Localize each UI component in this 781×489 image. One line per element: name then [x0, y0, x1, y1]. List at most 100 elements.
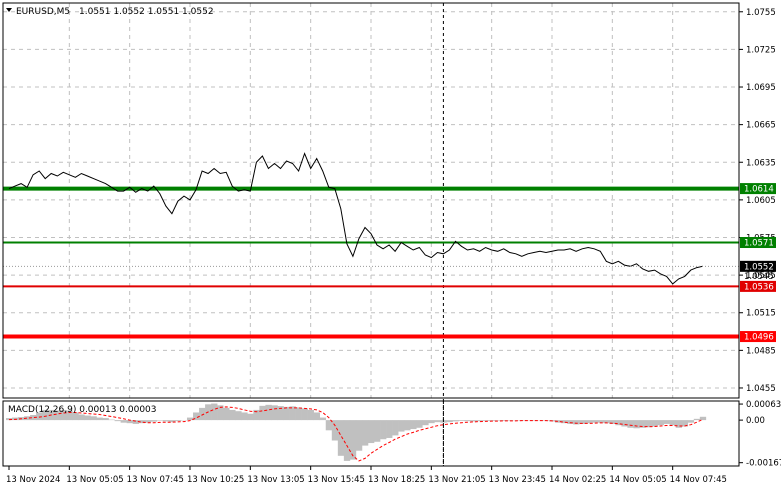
- macd-histogram-bar: [645, 420, 652, 428]
- macd-histogram-bar: [567, 420, 574, 424]
- level-label: 1.0571: [744, 239, 774, 249]
- macd-histogram-bar: [669, 420, 676, 426]
- macd-histogram-bar: [367, 420, 375, 444]
- macd-histogram-bar: [319, 417, 327, 421]
- macd-histogram-bar: [374, 420, 381, 442]
- macd-histogram-bar: [693, 418, 701, 421]
- symbol-header: EURUSD,M5: [16, 7, 70, 17]
- macd-histogram: [5, 403, 707, 461]
- macd-histogram-bar: [247, 413, 254, 421]
- macd-header: MACD(12,26,9) 0.00013 0.00003: [8, 405, 157, 415]
- macd-histogram-bar: [331, 420, 339, 441]
- macd-histogram-bar: [132, 420, 140, 424]
- time-tick-label: 13 Nov 23:45: [489, 475, 546, 485]
- macd-histogram-bar: [458, 420, 465, 421]
- level-label: 1.0496: [744, 333, 774, 343]
- macd-histogram-bar: [253, 409, 260, 421]
- macd-histogram-bar: [108, 419, 115, 421]
- macd-histogram-bar: [90, 416, 97, 421]
- price-tick-label: 1.0605: [746, 196, 776, 206]
- macd-histogram-bar: [488, 420, 495, 421]
- macd-histogram-bar: [603, 420, 610, 424]
- macd-histogram-bar: [452, 420, 459, 422]
- macd-panel[interactable]: MACD(12,26,9) 0.00013 0.00003: [2, 400, 740, 467]
- macd-histogram-bar: [470, 420, 477, 422]
- macd-histogram-bar: [621, 420, 628, 427]
- macd-histogram-bar: [144, 420, 152, 423]
- time-tick-label: 13 Nov 18:25: [368, 475, 425, 485]
- time-tick-label: 13 Nov 21:05: [428, 475, 485, 485]
- macd-histogram-bar: [211, 403, 218, 421]
- macd-histogram-bar: [627, 420, 634, 428]
- macd-histogram-bar: [96, 417, 103, 421]
- macd-histogram-bar: [392, 420, 399, 436]
- macd-histogram-bar: [241, 412, 248, 421]
- macd-histogram-bar: [84, 415, 91, 421]
- macd-histogram-bar: [174, 420, 182, 422]
- macd-histogram-bar: [60, 409, 67, 421]
- secondary-price-label: 1.0545: [744, 272, 774, 282]
- price-tick-label: 1.0635: [746, 158, 776, 168]
- macd-histogram-bar: [114, 420, 121, 422]
- macd-histogram-bar: [681, 420, 689, 427]
- current-price-label: 1.0552: [744, 262, 774, 272]
- macd-histogram-bar: [313, 412, 321, 421]
- macd-histogram-bar: [404, 420, 411, 431]
- macd-histogram-bar: [301, 408, 308, 421]
- macd-tick-label: 0.00063: [746, 400, 781, 410]
- level-label-box: [740, 331, 776, 343]
- price-tick-label: 1.0755: [746, 8, 776, 18]
- ohlc-header: 1.0551 1.0552 1.0551 1.0552: [79, 7, 214, 17]
- level-label: 1.0614: [744, 185, 774, 195]
- macd-histogram-bar: [223, 407, 230, 421]
- macd-histogram-bar: [162, 420, 170, 422]
- macd-histogram-bar: [500, 420, 508, 421]
- time-tick-label: 13 Nov 13:05: [247, 475, 304, 485]
- price-tick-label: 1.0725: [746, 45, 776, 55]
- macd-signal-line: [8, 406, 704, 462]
- time-tick-label: 13 Nov 15:45: [308, 475, 365, 485]
- time-tick-label: 14 Nov 02:25: [549, 475, 606, 485]
- macd-histogram-bar: [663, 420, 670, 424]
- macd-histogram-bar: [277, 406, 284, 421]
- macd-histogram-bar: [464, 420, 471, 422]
- time-axis: 13 Nov 2024 13 Nov 05:05 13 Nov 07:45 13 No…: [6, 466, 727, 485]
- macd-histogram-bar: [422, 420, 429, 426]
- macd-histogram-bar: [494, 420, 502, 421]
- time-tick-label: 13 Nov 07:45: [127, 475, 184, 485]
- price-tick-label: 1.0455: [746, 384, 776, 394]
- time-tick-label: 13 Nov 2024: [6, 475, 60, 485]
- macd-histogram-bar: [476, 420, 483, 422]
- current-price-marker: 1.0552 1.0545: [740, 260, 776, 282]
- macd-histogram-bar: [42, 409, 49, 421]
- macd-histogram-bar: [615, 420, 622, 426]
- macd-histogram-bar: [289, 406, 296, 421]
- macd-histogram-bar: [434, 420, 441, 423]
- macd-histogram-bar: [398, 420, 405, 432]
- macd-histogram-bar: [609, 420, 616, 424]
- macd-signal-polyline: [8, 406, 704, 462]
- macd-histogram-bar: [561, 420, 568, 424]
- macd-histogram-bar: [66, 410, 73, 421]
- dropdown-triangle-icon[interactable]: [6, 8, 12, 12]
- macd-histogram-bar: [633, 420, 640, 429]
- macd-histogram-bar: [337, 420, 345, 456]
- macd-histogram-bar: [349, 420, 357, 460]
- price-panel[interactable]: EURUSD,M5 1.0551 1.0552 1.0551 1.0552: [2, 2, 740, 466]
- macd-histogram-bar: [271, 405, 278, 421]
- price-tick-label: 1.0665: [746, 121, 776, 131]
- level-label-box: [740, 183, 776, 195]
- macd-histogram-bar: [78, 414, 85, 421]
- macd-histogram-bar: [651, 420, 658, 427]
- macd-histogram-bar: [428, 420, 435, 424]
- macd-histogram-bar: [585, 420, 592, 424]
- macd-histogram-bar: [573, 420, 580, 425]
- macd-histogram-bar: [36, 412, 43, 421]
- price-grid: [3, 3, 739, 398]
- macd-histogram-bar: [265, 404, 272, 421]
- macd-histogram-bar: [235, 411, 242, 421]
- macd-histogram-bar: [386, 420, 393, 438]
- macd-histogram-bar: [54, 410, 61, 421]
